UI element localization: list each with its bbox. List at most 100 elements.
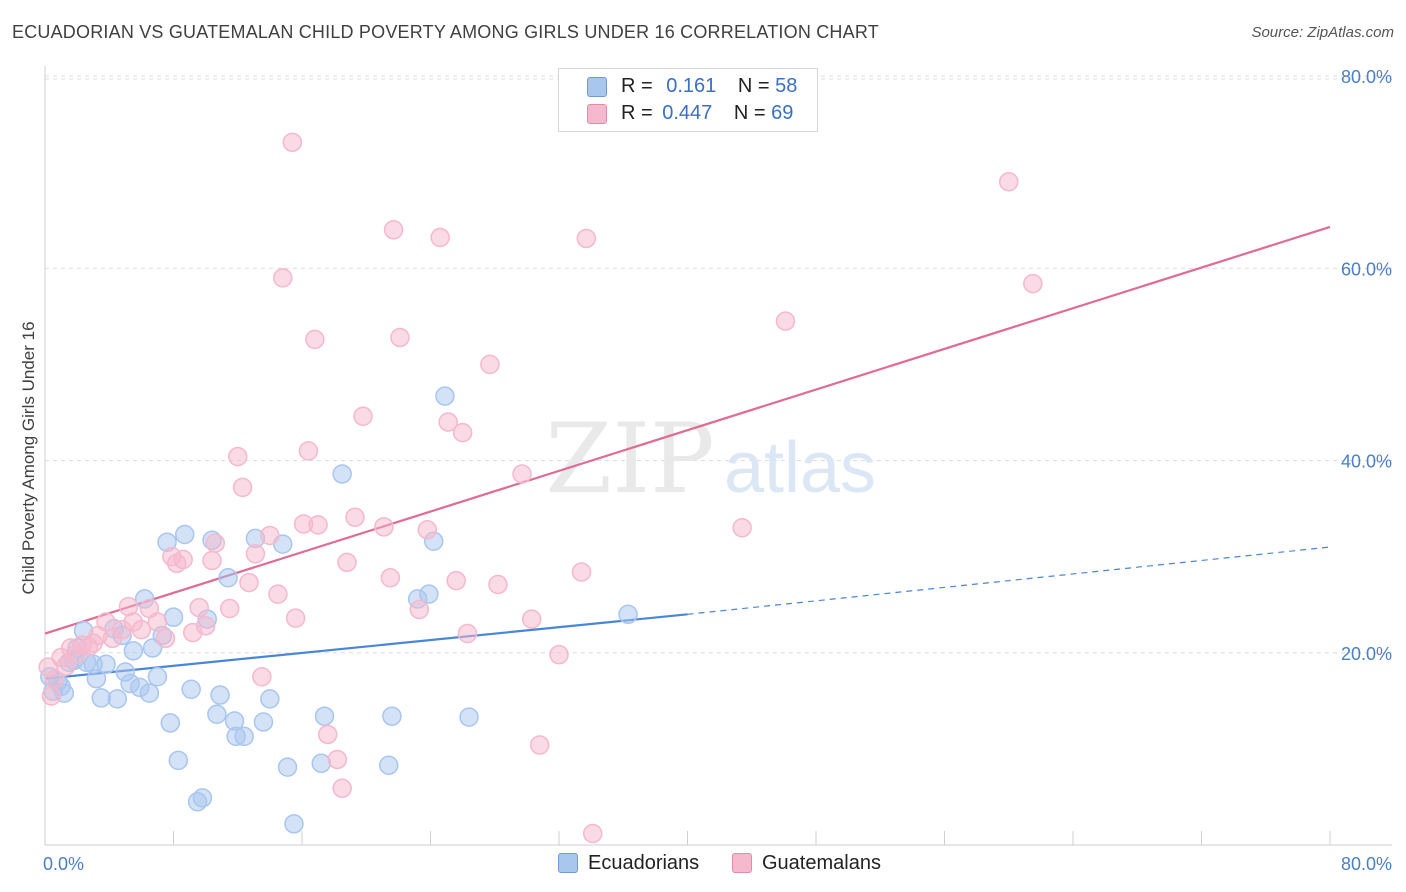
data-point — [239, 572, 259, 593]
data-point — [529, 735, 550, 755]
data-point — [298, 441, 319, 461]
data-point — [438, 412, 458, 432]
data-point — [305, 329, 325, 350]
data-point — [317, 724, 338, 745]
data-point — [107, 689, 128, 709]
axes — [44, 66, 1392, 846]
data-point — [488, 574, 508, 595]
grid-lines — [45, 75, 1392, 654]
watermark-zip: ZIP — [545, 403, 714, 515]
data-point — [210, 685, 230, 705]
y-tick-labels: 20.0% 40.0% 60.0% 80.0% — [1341, 67, 1392, 664]
data-point — [337, 552, 357, 573]
data-point — [86, 668, 107, 689]
y-tick-label: 80.0% — [1341, 67, 1392, 87]
data-point — [332, 464, 352, 484]
data-point — [618, 604, 638, 625]
data-point — [459, 707, 479, 727]
data-point — [417, 519, 438, 540]
legend-swatch-guatemalans — [587, 104, 607, 124]
data-point — [277, 757, 298, 777]
data-point — [218, 568, 238, 588]
data-point — [91, 688, 111, 708]
data-point — [189, 597, 209, 618]
data-point — [96, 654, 116, 675]
data-point — [452, 422, 473, 443]
data-point — [374, 517, 394, 537]
x-tick-labels: 0.0% 80.0% — [43, 854, 1392, 874]
data-point — [282, 132, 303, 153]
data-point — [234, 726, 254, 747]
chart-title: ECUADORIAN VS GUATEMALAN CHILD POVERTY A… — [12, 22, 879, 42]
legend-r-value: 0.161 — [666, 75, 717, 97]
data-point — [245, 543, 266, 564]
data-point — [512, 464, 532, 484]
data-point — [284, 814, 304, 834]
data-point — [435, 386, 455, 406]
data-point — [202, 550, 222, 571]
data-point — [147, 612, 168, 632]
data-point — [353, 406, 373, 427]
data-point — [219, 598, 240, 619]
data-point — [163, 607, 184, 627]
data-point — [228, 446, 248, 467]
bottom-legend-label-ecuadorians: Ecuadorians — [588, 852, 700, 874]
data-point — [155, 628, 176, 649]
data-point — [207, 704, 227, 725]
legend-n-value: 69 — [771, 102, 794, 124]
data-point — [260, 689, 280, 709]
data-point — [549, 644, 569, 665]
data-point — [192, 788, 213, 808]
bottom-legend-label-guatemalans: Guatemalans — [762, 852, 881, 874]
data-point — [775, 311, 796, 331]
legend-n-label: N = — [733, 102, 766, 124]
data-point — [409, 599, 430, 620]
data-point — [446, 570, 466, 591]
data-point — [314, 706, 335, 726]
data-point — [390, 327, 410, 348]
data-point — [168, 750, 189, 771]
data-point — [1023, 273, 1043, 294]
data-point — [173, 549, 193, 570]
data-point — [96, 612, 116, 632]
data-point — [382, 706, 402, 726]
data-point — [232, 477, 253, 498]
y-tick-label: 20.0% — [1341, 644, 1392, 664]
legend-n-label: N = — [737, 75, 770, 97]
data-point — [582, 823, 603, 844]
data-point — [147, 667, 168, 687]
data-point — [383, 220, 404, 240]
trend-line-guatemalans — [44, 225, 1331, 635]
trend-extension-ecuadorians — [687, 546, 1331, 615]
data-point — [380, 568, 401, 588]
data-point — [41, 686, 62, 706]
data-point — [285, 608, 306, 628]
trend-lines — [44, 225, 1331, 680]
legend-n-value: 58 — [775, 75, 798, 97]
legend-swatch-ecuadorians — [587, 77, 607, 97]
data-point — [44, 669, 65, 690]
data-point — [160, 713, 181, 733]
y-tick-label: 40.0% — [1341, 452, 1392, 472]
data-point — [732, 518, 752, 538]
data-point — [311, 753, 332, 774]
x-tick-label: 80.0% — [1341, 854, 1392, 874]
data-point — [253, 712, 274, 732]
data-point — [480, 354, 500, 375]
data-point — [430, 227, 450, 248]
data-point — [131, 619, 152, 640]
source-label: Source: ZipAtlas.com — [1251, 24, 1394, 41]
bottom-legend-swatch-ecuadorians — [558, 853, 578, 873]
legend-r-label: R = — [621, 75, 653, 97]
data-point — [268, 584, 288, 604]
legend-r-value: 0.447 — [662, 102, 713, 124]
data-point — [139, 683, 160, 703]
data-point — [181, 679, 201, 700]
watermark: ZIP atlas — [545, 403, 876, 515]
y-tick-label: 60.0% — [1341, 259, 1392, 279]
data-point — [345, 507, 365, 527]
trend-line-ecuadorians — [44, 613, 688, 680]
data-point — [571, 562, 592, 582]
data-point — [332, 778, 352, 799]
